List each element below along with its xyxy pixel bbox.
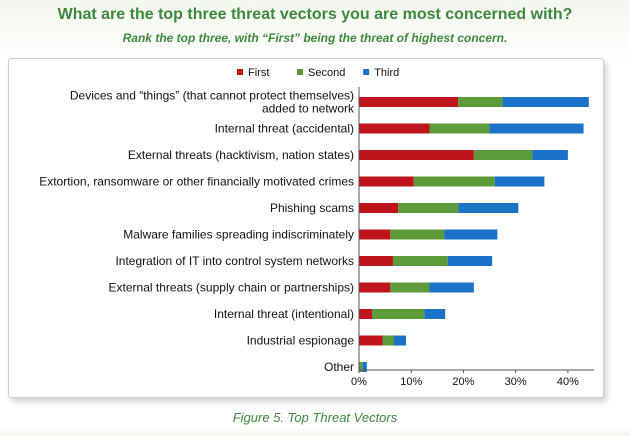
stacked-bar-chart: First Second Third Devices and “things” (th… — [39, 67, 594, 388]
bar-segment-third — [429, 282, 474, 293]
category-label: Other — [324, 360, 354, 374]
bar-segment-third — [424, 309, 446, 319]
category-label: Phishing scams — [270, 201, 354, 215]
bar-segment-third — [447, 256, 493, 266]
category-label: Internal threat (intentional) — [214, 307, 354, 321]
bar-segment-third — [502, 97, 589, 107]
bar-segment-first — [359, 203, 399, 213]
bar-segment-second — [398, 203, 459, 213]
bar-segment-first — [359, 176, 414, 187]
x-tick-label: 40% — [557, 376, 579, 388]
bar-segment-second — [382, 335, 394, 346]
bar-segment-third — [458, 203, 519, 213]
bar-segment-second — [413, 176, 495, 187]
bar-segment-third — [532, 150, 568, 160]
bar-segment-third — [362, 362, 367, 372]
category-label: External threats (supply chain or partne… — [109, 281, 354, 295]
bar-segment-first — [359, 97, 459, 107]
header-background — [0, 0, 630, 62]
x-tick-label: 10% — [400, 376, 422, 388]
category-label: Integration of IT into control system ne… — [115, 254, 354, 268]
legend-swatch-third — [363, 69, 370, 75]
category-label: Internal threat (accidental) — [215, 122, 354, 136]
bar-segment-second — [372, 309, 425, 319]
chart-subtitle: Rank the top three, with “First” being t… — [122, 31, 508, 45]
category-label: External threats (hacktivism, nation sta… — [128, 148, 354, 162]
chart-panel: First Second Third Devices and “things” (th… — [8, 58, 604, 398]
legend-label-second: Second — [308, 67, 345, 79]
chart-title: What are the top three threat vectors yo… — [57, 6, 573, 23]
bar-segment-first — [359, 256, 393, 266]
legend-label-first: First — [248, 67, 269, 79]
x-tick-label: 20% — [452, 376, 474, 388]
x-tick-label: 0% — [351, 376, 367, 388]
bar-segment-third — [393, 335, 406, 346]
bar-segment-second — [359, 362, 363, 372]
category-label: Malware families spreading indiscriminat… — [123, 228, 354, 242]
bar-segment-second — [429, 123, 490, 134]
bar-segment-third — [494, 176, 545, 187]
bar-segment-first — [359, 150, 474, 160]
figure-caption: Figure 5. Top Threat Vectors — [232, 410, 398, 425]
bottom-rule — [0, 428, 630, 436]
bar-segment-first — [359, 229, 391, 240]
bar-segment-second — [458, 97, 503, 107]
bar-segment-third — [444, 229, 498, 240]
bar-segment-third — [489, 123, 584, 134]
bar-segment-first — [359, 123, 430, 134]
bar-segment-first — [359, 309, 373, 319]
bar-segment-second — [390, 282, 430, 293]
category-label: Extortion, ransomware or other financial… — [39, 175, 354, 189]
legend-swatch-second — [297, 69, 303, 75]
bar-segment-first — [359, 282, 391, 293]
bar-segment-second — [390, 229, 445, 240]
x-tick-label: 30% — [505, 376, 527, 388]
bar-segment-second — [473, 150, 533, 160]
legend-swatch-first — [237, 69, 243, 75]
legend-label-third: Third — [374, 67, 399, 79]
bar-segment-first — [359, 335, 383, 346]
category-label: Industrial espionage — [247, 334, 355, 348]
category-label: Devices and “things” (that cannot protec… — [70, 89, 355, 116]
bar-segment-second — [392, 256, 448, 266]
